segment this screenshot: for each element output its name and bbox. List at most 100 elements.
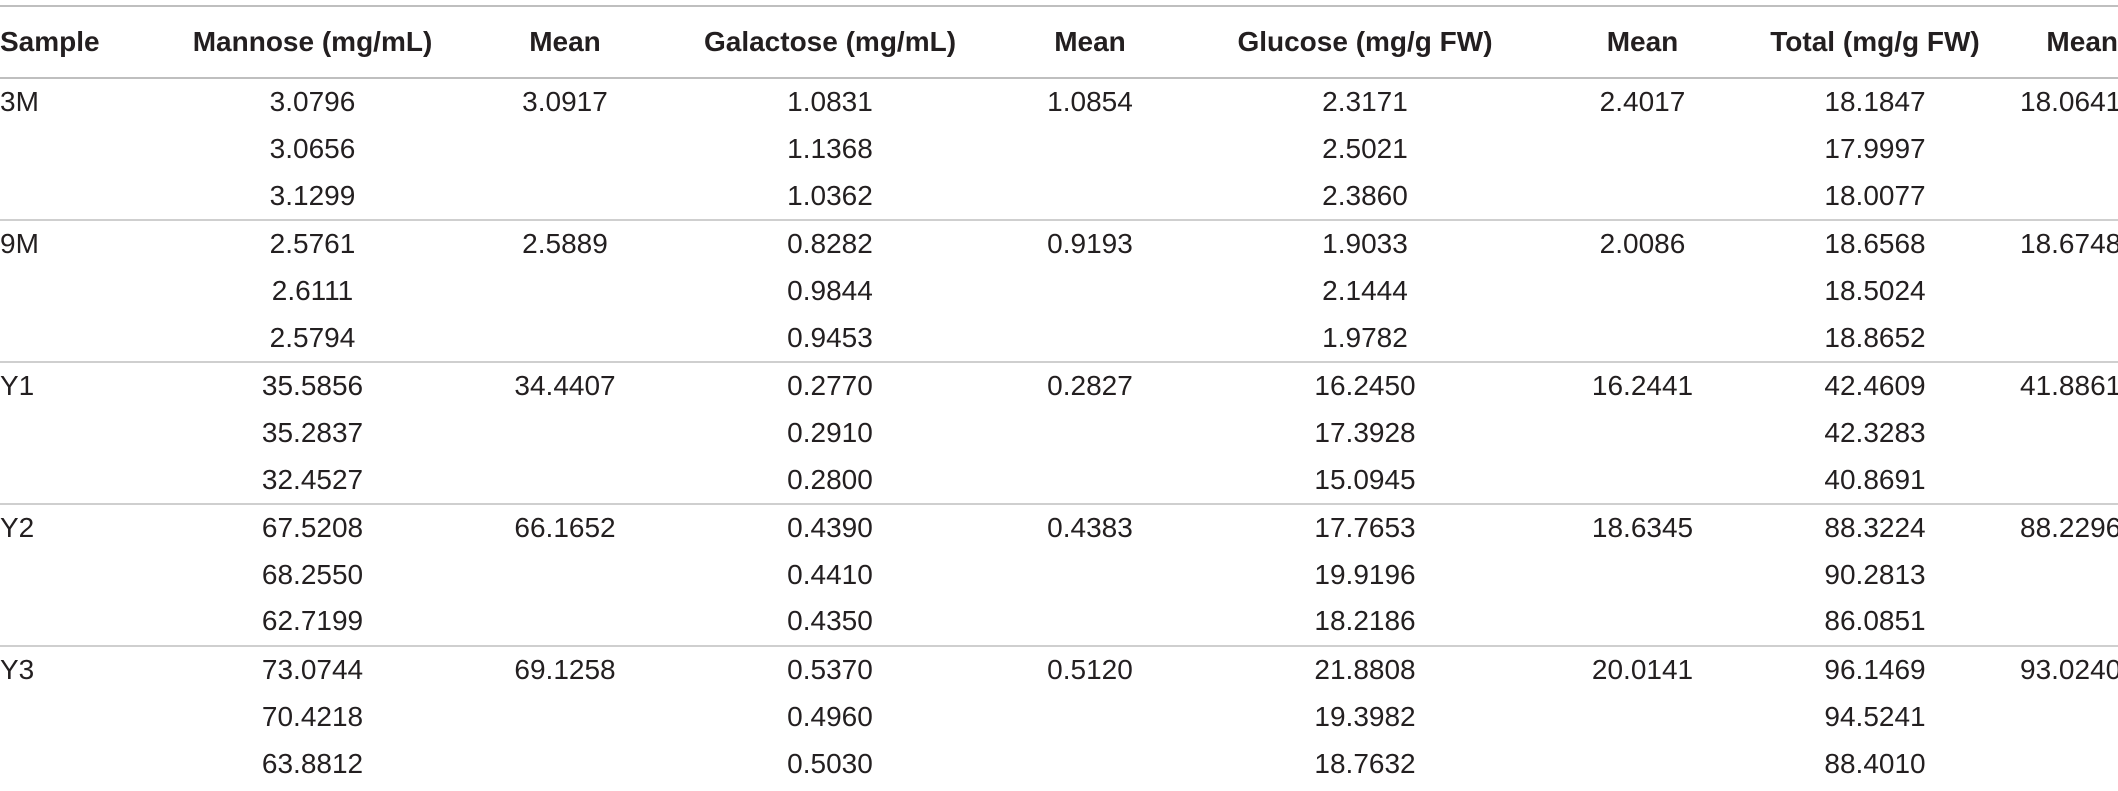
cell-glucose-mean: 18.6345 — [1555, 502, 1730, 551]
table-row: 3.1299 1.0362 2.3860 18.0077 — [0, 173, 2118, 220]
cell-mannose: 63.8812 — [261, 747, 364, 779]
cell-mannose: 68.2550 — [261, 558, 364, 590]
cell-sample: Y2 — [0, 502, 150, 551]
cell-glucose: 1.9782 — [1322, 321, 1408, 353]
cell-mannose-mean — [475, 598, 655, 645]
cell-glucose-mean — [1555, 267, 1730, 314]
cell-total-mean: 88.2296 — [2020, 502, 2118, 551]
cell-glucose: 17.3928 — [1314, 416, 1416, 448]
cell-glucose-mean: 20.0141 — [1555, 644, 1730, 693]
cell-galactose-mean — [1005, 551, 1175, 598]
cell-mannose-mean — [475, 173, 655, 220]
cell-mannose: 32.4527 — [261, 463, 364, 495]
cell-mannose-mean — [475, 693, 655, 740]
table-row: Y3 73.0744 69.1258 0.5370 0.5120 21.8808 20.01… — [0, 644, 2118, 693]
cell-mannose-mean: 3.0917 — [522, 86, 608, 118]
cell-total: 42.4609 — [1730, 360, 2020, 410]
cell-glucose-mean: 16.2441 — [1555, 360, 1730, 410]
column-header-glucose-mean: Mean — [1555, 5, 1730, 79]
cell-sample — [0, 267, 150, 314]
cell-total-mean — [2020, 267, 2118, 314]
table-row: Y1 35.5856 34.4407 0.2770 0.2827 16.2450 16.24… — [0, 360, 2118, 410]
cell-galactose: 0.2910 — [787, 416, 873, 448]
cell-galactose-mean — [1005, 409, 1175, 456]
cell-sample: Y1 — [0, 360, 150, 410]
cell-glucose-mean — [1555, 409, 1730, 456]
cell-total: 94.5241 — [1824, 700, 1926, 732]
cell-galactose-mean — [1005, 456, 1175, 503]
cell-mannose-mean: 34.4407 — [475, 360, 655, 410]
cell-sample: 9M — [0, 218, 150, 268]
cell-sample — [0, 456, 150, 503]
table-row: 3.0656 1.1368 2.5021 17.9997 — [0, 125, 2118, 172]
cell-mannose: 2.5794 — [269, 321, 356, 353]
cell-glucose: 18.2186 — [1314, 605, 1416, 637]
cell-sample — [0, 740, 150, 787]
cell-glucose: 15.0945 — [1314, 463, 1416, 495]
cell-total-mean — [2020, 173, 2118, 220]
cell-galactose-mean — [1005, 125, 1175, 172]
cell-mannose-mean — [475, 409, 655, 456]
cell-sample — [0, 551, 150, 598]
cell-mannose: 2.6111 — [271, 274, 354, 306]
table-row: Y2 67.5208 66.1652 0.4390 0.4383 17.7653 18.63… — [0, 502, 2118, 551]
cell-glucose: 2.3860 — [1322, 179, 1408, 211]
cell-total-mean: 18.6748 — [2020, 218, 2118, 268]
cell-galactose: 0.2800 — [787, 463, 873, 495]
cell-mannose-mean — [475, 456, 655, 503]
cell-galactose-mean — [1005, 693, 1175, 740]
cell-glucose: 17.7653 — [1175, 502, 1555, 551]
cell-sample — [0, 125, 150, 172]
cell-glucose-mean — [1555, 693, 1730, 740]
cell-galactose-mean: 0.5120 — [1005, 644, 1175, 693]
cell-mannose: 62.7199 — [261, 605, 364, 637]
cell-mannose-mean — [475, 267, 655, 314]
cell-glucose-mean — [1555, 173, 1730, 220]
table-row: 2.6111 0.9844 2.1444 18.5024 — [0, 267, 2118, 314]
cell-glucose-mean — [1555, 456, 1730, 503]
column-header-galactose-mean: Mean — [1005, 5, 1175, 79]
cell-glucose: 19.9196 — [1314, 558, 1416, 590]
cell-mannose-mean: 69.1258 — [475, 644, 655, 693]
cell-total: 90.2813 — [1824, 558, 1926, 590]
cell-glucose-mean: 2.0086 — [1555, 218, 1730, 268]
cell-galactose-mean — [1005, 173, 1175, 220]
cell-galactose-mean — [1005, 598, 1175, 645]
cell-mannose: 35.5856 — [150, 360, 475, 410]
cell-mannose: 2.5761 — [150, 218, 475, 268]
cell-glucose: 16.2450 — [1175, 360, 1555, 410]
column-header-total: Total (mg/g FW) — [1730, 5, 2020, 79]
cell-galactose: 1.0362 — [787, 179, 873, 211]
cell-total-mean — [2020, 551, 2118, 598]
column-header-total-mean: Mean — [2020, 5, 2118, 79]
cell-galactose-mean — [1005, 314, 1175, 361]
cell-total: 96.1469 — [1730, 644, 2020, 693]
table-row: 70.4218 0.4960 19.3982 94.5241 — [0, 693, 2118, 740]
cell-total-mean — [2020, 693, 2118, 740]
cell-total-mean — [2020, 409, 2118, 456]
cell-glucose-mean — [1555, 125, 1730, 172]
cell-galactose: 0.8282 — [655, 218, 1005, 268]
cell-total-mean — [2020, 314, 2118, 361]
cell-total: 17.9997 — [1824, 132, 1926, 164]
cell-total-mean — [2020, 456, 2118, 503]
column-header-sample: Sample — [0, 5, 150, 79]
column-header-mannose-mean: Mean — [475, 5, 655, 79]
cell-mannose-mean: 2.5889 — [475, 218, 655, 268]
cell-mannose: 3.1299 — [269, 179, 356, 211]
cell-sample — [0, 314, 150, 361]
cell-galactose: 0.9844 — [787, 274, 873, 306]
cell-mannose-mean — [475, 551, 655, 598]
table-row: 2.5794 0.9453 1.9782 18.8652 — [0, 314, 2118, 361]
cell-mannose: 3.0796 — [269, 86, 356, 118]
cell-sample: 3M — [0, 86, 39, 118]
sugar-content-table: Sample Mannose (mg/mL) Mean Galactose (mg/m… — [0, 5, 2118, 787]
cell-sample — [0, 598, 150, 645]
cell-total: 86.0851 — [1824, 605, 1926, 637]
cell-glucose: 18.7632 — [1314, 747, 1416, 779]
cell-total-mean: 18.0641 — [2020, 86, 2118, 118]
cell-sample — [0, 693, 150, 740]
cell-total: 18.6568 — [1730, 218, 2020, 268]
cell-mannose-mean: 66.1652 — [475, 502, 655, 551]
cell-total: 88.4010 — [1824, 747, 1926, 779]
